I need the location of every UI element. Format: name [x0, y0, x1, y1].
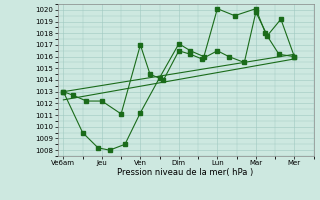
X-axis label: Pression niveau de la mer( hPa ): Pression niveau de la mer( hPa )	[117, 168, 254, 177]
